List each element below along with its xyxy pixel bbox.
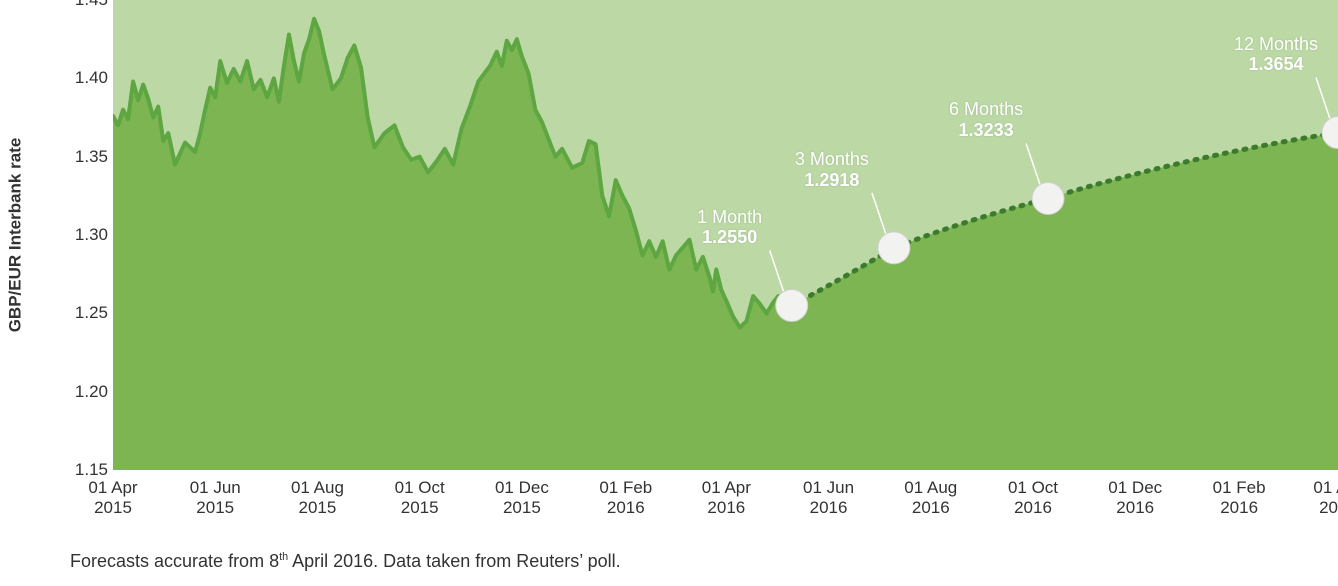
y-tick: 1.35: [58, 147, 108, 167]
y-tick: 1.25: [58, 303, 108, 323]
fx-forecast-chart: GBP/EUR Interbank rate 1.15 1.20 1.25 1.30 1…: [0, 0, 1338, 586]
y-tick: 1.45: [58, 0, 108, 10]
caption-prefix: Forecasts accurate from 8: [70, 551, 279, 571]
y-tick: 1.40: [58, 68, 108, 88]
x-tick: 01 Apr2016: [681, 478, 771, 517]
x-tick: 01 Feb2016: [1194, 478, 1284, 517]
x-tick: 01 Oct2016: [988, 478, 1078, 517]
forecast-marker: [878, 232, 910, 264]
forecast-marker: [1032, 182, 1064, 214]
y-tick: 1.15: [58, 460, 108, 480]
x-tick: 01 Aug2015: [272, 478, 362, 517]
x-tick: 01 Oct2015: [375, 478, 465, 517]
x-tick: 01 Jun2015: [170, 478, 260, 517]
x-tick: 01 Apr2016: [1293, 478, 1338, 517]
x-tick: 01 Dec2016: [1090, 478, 1180, 517]
y-axis-label-container: GBP/EUR Interbank rate: [0, 0, 30, 470]
x-tick: 01 Aug2016: [886, 478, 976, 517]
chart-caption: Forecasts accurate from 8th April 2016. …: [70, 551, 621, 572]
chart-plot: [113, 0, 1338, 470]
x-tick: 01 Apr2015: [68, 478, 158, 517]
x-tick: 01 Dec2015: [477, 478, 567, 517]
y-tick: 1.20: [58, 382, 108, 402]
x-tick: 01 Feb2016: [581, 478, 671, 517]
forecast-marker: [776, 290, 808, 322]
y-tick: 1.30: [58, 225, 108, 245]
y-axis-label: GBP/EUR Interbank rate: [5, 138, 25, 333]
caption-sup: th: [279, 551, 288, 563]
caption-suffix: April 2016. Data taken from Reuters’ pol…: [288, 551, 621, 571]
x-tick: 01 Jun2016: [784, 478, 874, 517]
